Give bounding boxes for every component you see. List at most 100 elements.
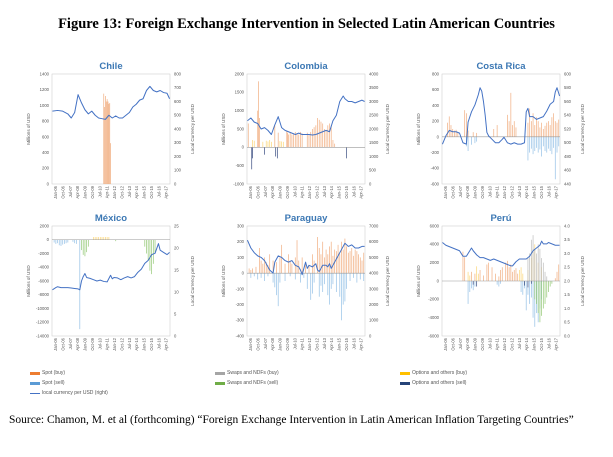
bar [308, 265, 310, 274]
bar [353, 273, 354, 278]
chart-panel-colombia: Colombia -1000 -500 0 500 1000 1500 2000 0 500 100… [205, 60, 405, 210]
bar [105, 96, 106, 184]
y-tick-label: -2000 [38, 251, 49, 256]
y2-tick-label: 5000 [369, 255, 379, 260]
x-tick-label: Jul-16 [546, 185, 551, 197]
x-tick-label: Jul-10 [487, 185, 492, 197]
legend-item-spot-sell: Spot (sell) [30, 380, 65, 386]
bar [253, 140, 255, 148]
x-tick-label: Jul-10 [97, 337, 102, 349]
bar [55, 239, 57, 244]
bar [264, 257, 265, 274]
x-tick-label: Apr-08 [465, 337, 470, 350]
bar [276, 273, 277, 296]
chart-svg: Costa Rica -600 -400 -200 0 200 400 600 800 440 46… [416, 61, 585, 199]
bar [269, 140, 271, 148]
y-tick-label: 1000 [235, 108, 245, 113]
y2-tick-label: 3000 [369, 99, 379, 104]
bar [87, 239, 89, 247]
bar [330, 241, 332, 274]
x-tick-label: Jan-06 [53, 337, 58, 350]
bar [524, 281, 525, 286]
bar [474, 136, 476, 144]
bar [496, 281, 498, 285]
x-tick-label: Jan-09 [278, 185, 283, 198]
bar [558, 119, 560, 137]
y-tick-label: 1400 [40, 71, 50, 76]
x-tick-label: Apr-08 [465, 185, 470, 198]
y-tick-label: 2000 [235, 71, 245, 76]
chart-panel-costa-rica: Costa Rica -600 -400 -200 0 200 400 600 800 440 46… [400, 60, 600, 210]
chart-title: Costa Rica [476, 61, 526, 72]
x-tick-label: Oct-09 [285, 185, 290, 198]
bar [64, 239, 65, 244]
y2-tick-label: 0 [174, 333, 177, 338]
bar [310, 273, 312, 300]
y-tick-label: 100 [237, 255, 245, 260]
bar [474, 281, 476, 287]
bar [544, 125, 546, 137]
x-tick-label: Jul-13 [127, 185, 132, 197]
y-tick-label: -4000 [38, 265, 49, 270]
bar [522, 281, 524, 295]
bar [554, 121, 556, 137]
bar [301, 133, 303, 148]
bar [448, 116, 450, 137]
y-tick-label: -500 [236, 163, 245, 168]
y2-tick-label: 3500 [369, 85, 379, 90]
bar [534, 281, 536, 327]
bar [81, 239, 82, 251]
legend-swatch [400, 381, 410, 385]
bar [103, 237, 105, 240]
legend-item-options-buy: Options and others (buy) [400, 370, 467, 376]
bar [115, 239, 117, 242]
y2-tick-label: 3.0 [564, 251, 570, 256]
x-tick-label: Jul-07 [68, 337, 73, 349]
y-tick-label: -14000 [36, 333, 50, 338]
y-tick-label: 1000 [40, 103, 50, 108]
bar [296, 240, 298, 274]
bar [467, 136, 469, 151]
bar [462, 251, 464, 281]
bar [349, 273, 351, 281]
x-tick-label: Jul-10 [292, 337, 297, 349]
bar [275, 147, 277, 157]
y2-tick-label: 5 [174, 311, 177, 316]
legend-label: Swaps and NDFs (buy) [227, 370, 279, 376]
bar [554, 278, 556, 281]
bar [62, 239, 64, 245]
bar [553, 136, 554, 148]
y2-axis-label: Local Currency per USD [385, 255, 390, 305]
bar [294, 273, 296, 280]
bar [265, 140, 267, 148]
y2-tick-label: 540 [564, 113, 572, 118]
x-tick-label: Jan-15 [142, 185, 147, 198]
bar [525, 281, 527, 311]
bar [317, 118, 318, 148]
bar [108, 103, 110, 184]
bar [86, 239, 88, 253]
x-tick-label: Oct-15 [344, 337, 349, 350]
bar [279, 257, 281, 274]
x-tick-label: Jan-12 [502, 185, 507, 198]
bar [281, 141, 283, 148]
bar [329, 246, 330, 274]
bar [339, 273, 341, 297]
bar [301, 257, 303, 274]
bar [276, 147, 278, 159]
chart-svg: Perú -6000 -4000 -2000 0 2000 4000 6000 0.0 0.5 1.… [416, 213, 585, 351]
y-tick-label: -8000 [38, 292, 49, 297]
bar [312, 273, 313, 294]
bar [103, 93, 105, 184]
bar [274, 125, 276, 148]
bar [551, 136, 553, 155]
bar [313, 260, 315, 274]
bar [542, 129, 544, 137]
x-tick-label: Jan-12 [502, 337, 507, 350]
bar [98, 237, 99, 240]
y-tick-label: 0 [47, 237, 50, 242]
x-tick-label: Oct-06 [255, 185, 260, 198]
bar [151, 239, 153, 275]
x-tick-label: Oct-12 [509, 337, 514, 350]
bar [539, 248, 541, 281]
